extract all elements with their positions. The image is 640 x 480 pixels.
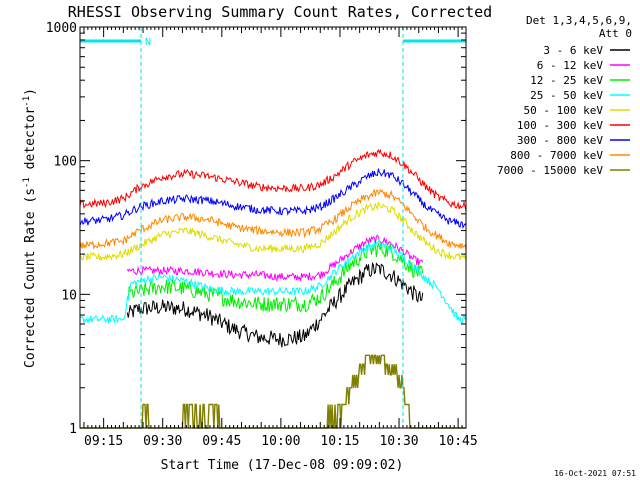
y-tick-label: 100 xyxy=(54,155,77,170)
legend-header-line: Att 0 xyxy=(599,27,632,40)
legend-label-12-25-kev: 12 - 25 keV xyxy=(530,74,603,87)
legend: Det 1,3,4,5,6,9,Att 0 3 - 6 keV 6 - 12 keV… xyxy=(497,14,632,177)
series-line-50-100-kev xyxy=(79,201,467,262)
series-line-800-7000-kev xyxy=(79,188,467,251)
y-tick-label: 10 xyxy=(61,288,77,303)
y-axis-label-end: ) xyxy=(23,88,38,96)
night-label-1: N xyxy=(145,37,151,48)
series-line-3-6-kev xyxy=(126,261,424,348)
legend-label-7000-15000-kev: 7000 - 15000 keV xyxy=(497,164,603,177)
plot-background xyxy=(80,27,466,428)
axes: 1 10 100 1000 09:15 09:30 09:45 10:00 10:15 10:30… xyxy=(46,21,478,449)
x-tick-label: 09:45 xyxy=(202,434,241,449)
y-tick-label: 1 xyxy=(69,422,77,437)
generation-timestamp: 16-Oct-2021 07:51 xyxy=(554,469,636,478)
x-tick-label: 09:15 xyxy=(84,434,123,449)
x-tick-label: 10:15 xyxy=(320,434,359,449)
legend-label-25-50-kev: 25 - 50 keV xyxy=(530,89,603,102)
x-tick-label: 10:30 xyxy=(379,434,418,449)
legend-label-300-800-kev: 300 - 800 keV xyxy=(517,134,603,147)
chart-title: RHESSI Observing Summary Count Rates, Co… xyxy=(68,3,492,21)
legend-label-6-12-kev: 6 - 12 keV xyxy=(537,59,604,72)
legend-label-3-6-kev: 3 - 6 keV xyxy=(543,44,603,57)
series-line-12-25-kev xyxy=(126,241,424,313)
x-tick-label: 09:30 xyxy=(143,434,182,449)
series-lines xyxy=(79,148,467,429)
x-tick-label: 10:45 xyxy=(439,434,478,449)
series-line-6-12-kev xyxy=(126,234,424,282)
plot-area xyxy=(80,27,466,428)
legend-header-line: Det 1,3,4,5,6,9, xyxy=(526,14,632,27)
legend-label-50-100-kev: 50 - 100 keV xyxy=(524,104,604,117)
y-tick-label: 1000 xyxy=(46,21,77,36)
series-line-25-50-kev xyxy=(79,238,467,325)
y-axis-label-mid: detector xyxy=(23,107,38,178)
legend-label-800-7000-kev: 800 - 7000 keV xyxy=(510,149,603,162)
x-tick-label: 10:00 xyxy=(261,434,300,449)
series-line-100-300-kev xyxy=(79,148,467,212)
y-axis-label-sup2: -1 xyxy=(22,96,32,107)
y-axis-label-main: Corrected Count Rate (s xyxy=(23,188,38,368)
y-axis-label-sup1: -1 xyxy=(22,177,32,188)
legend-label-100-300-kev: 100 - 300 keV xyxy=(517,119,603,132)
series-line-300-800-kev xyxy=(79,168,467,230)
y-axis-label: Corrected Count Rate (s-1 detector-1) xyxy=(22,88,38,368)
x-axis-label: Start Time (17-Dec-08 09:09:02) xyxy=(161,458,404,473)
